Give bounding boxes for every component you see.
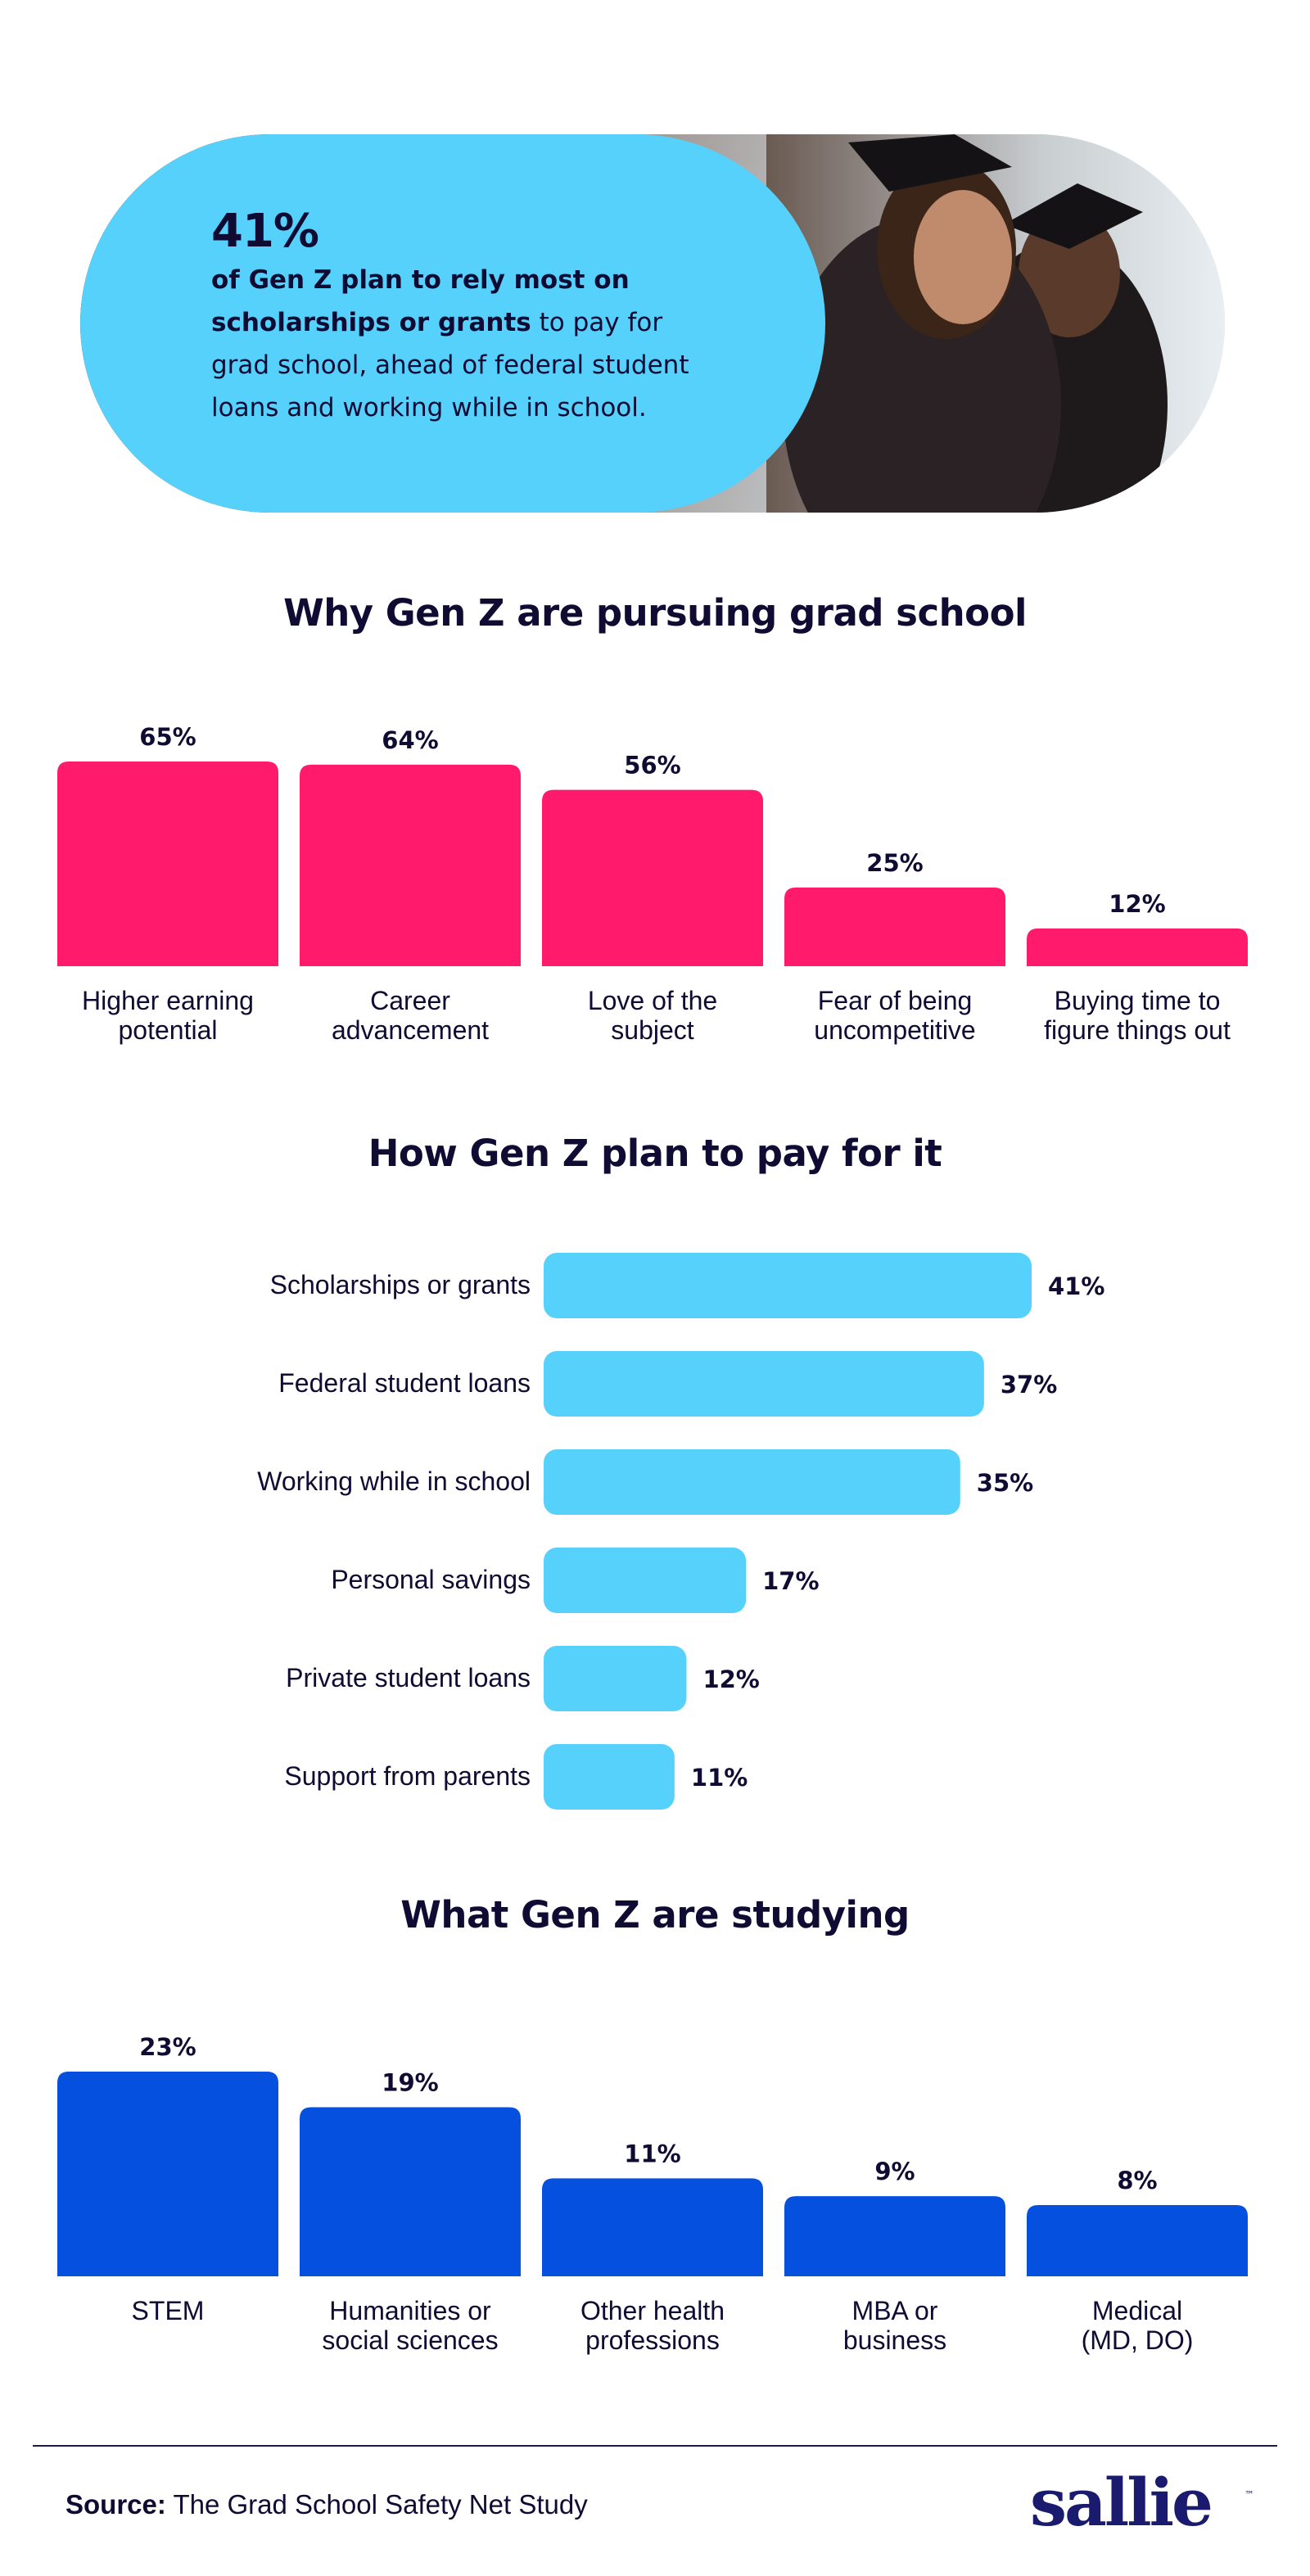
studying-value-label-4: 8% — [1117, 2167, 1157, 2194]
reasons-bar-0 — [57, 762, 278, 966]
payment-value-label-2: 35% — [977, 1469, 1033, 1497]
payment-bar-4 — [544, 1646, 687, 1711]
studying-bar-2 — [542, 2178, 763, 2276]
payment-bar-chart: Scholarships or grants Federal student lo… — [0, 1245, 1310, 1834]
payment-bar-3 — [544, 1548, 747, 1613]
reasons-category-label-0: Higher earning potential — [57, 986, 278, 1045]
chart-title-payment: How Gen Z plan to pay for it — [368, 1132, 942, 1175]
reasons-bar-3 — [784, 887, 1005, 966]
reasons-category-label-2: Love of the subject — [542, 986, 763, 1045]
reasons-category-line: Fear of being — [817, 986, 973, 1015]
hero-stat: 41% — [211, 205, 319, 258]
reasons-category-line: uncompetitive — [814, 1015, 976, 1045]
reasons-category-line: Love of the — [587, 986, 718, 1015]
studying-category-line: Medical — [1091, 2296, 1183, 2325]
reasons-bars: 65% 64% 56% 25% 12% — [57, 723, 1248, 966]
payment-category-label-5: Support from parents — [284, 1761, 531, 1791]
studying-bar-3 — [784, 2196, 1005, 2276]
chart-title-studying: What Gen Z are studying — [400, 1893, 910, 1937]
payment-value-label-1: 37% — [1001, 1371, 1057, 1399]
studying-category-label-2: Other health professions — [542, 2296, 763, 2355]
studying-value-label-3: 9% — [874, 2158, 915, 2185]
reasons-category-line: advancement — [331, 1015, 490, 1045]
studying-category-line: MBA or — [852, 2296, 938, 2325]
hero-banner: 41% of Gen Z plan to rely most on schola… — [80, 134, 1225, 513]
studying-category-label-4: Medical (MD, DO) — [1027, 2296, 1248, 2355]
payment-value-label-5: 11% — [691, 1764, 748, 1792]
studying-category-line: professions — [585, 2325, 720, 2355]
hero-description: of Gen Z plan to rely most on scholarshi… — [211, 259, 719, 429]
reasons-bar-1 — [300, 764, 521, 966]
reasons-value-label-1: 64% — [382, 726, 438, 754]
studying-value-label-0: 23% — [139, 2033, 196, 2061]
studying-category-label-0: STEM — [57, 2296, 278, 2325]
studying-bar-chart: 23% 19% 11% 9% 8% STEM Humanities or social sci… — [0, 1998, 1310, 2375]
payment-bar-1 — [544, 1351, 984, 1417]
payment-bars: 41% 37% 35% 17% 12% 11% — [544, 1253, 1104, 1810]
payment-value-label-0: 41% — [1048, 1272, 1104, 1300]
source-label: Source: — [66, 2489, 166, 2520]
reasons-value-label-4: 12% — [1109, 890, 1165, 918]
payment-bar-0 — [544, 1253, 1032, 1318]
studying-category-line: business — [842, 2325, 947, 2355]
reasons-bar-4 — [1027, 928, 1248, 966]
studying-category-line: Humanities or — [329, 2296, 491, 2325]
studying-category-line: STEM — [131, 2296, 205, 2325]
studying-category-label-3: MBA or business — [784, 2296, 1005, 2355]
payment-category-label-3: Personal savings — [331, 1565, 531, 1594]
payment-category-label-4: Private student loans — [286, 1663, 531, 1692]
reasons-bar-chart: 65% 64% 56% 25% 12% Higher earning potential Ca… — [0, 688, 1310, 1064]
reasons-category-line: Buying time to — [1054, 986, 1221, 1015]
reasons-bar-2 — [542, 789, 763, 966]
reasons-category-label-1: Career advancement — [300, 986, 521, 1045]
studying-value-label-1: 19% — [382, 2068, 438, 2096]
reasons-category-line: Higher earning — [82, 986, 254, 1015]
reasons-category-line: subject — [611, 1015, 694, 1045]
reasons-category-line: figure things out — [1044, 1015, 1231, 1045]
reasons-value-label-3: 25% — [866, 849, 923, 877]
payment-value-label-3: 17% — [762, 1567, 819, 1595]
reasons-category-label-3: Fear of being uncompetitive — [784, 986, 1005, 1045]
studying-value-label-2: 11% — [624, 2140, 680, 2167]
footer-divider — [33, 2445, 1277, 2447]
studying-bars: 23% 19% 11% 9% 8% — [57, 2033, 1248, 2276]
reasons-category-line: potential — [118, 1015, 218, 1045]
reasons-value-label-2: 56% — [624, 752, 680, 780]
reasons-category-label-4: Buying time to figure things out — [1027, 986, 1248, 1045]
payment-bar-5 — [544, 1744, 675, 1810]
payment-bar-2 — [544, 1449, 960, 1515]
sallie-logo: sallie — [1030, 2464, 1213, 2541]
chart-title-reasons: Why Gen Z are pursuing grad school — [283, 591, 1027, 635]
hero-text: 41% of Gen Z plan to rely most on schola… — [211, 205, 719, 429]
studying-category-line: Other health — [580, 2296, 725, 2325]
payment-value-label-4: 12% — [702, 1665, 759, 1693]
payment-category-label-2: Working while in school — [257, 1467, 531, 1496]
graduates-photo — [766, 134, 1225, 513]
studying-category-line: (MD, DO) — [1081, 2325, 1194, 2355]
reasons-value-label-0: 65% — [139, 723, 196, 751]
hero-highlight — [80, 134, 825, 513]
payment-category-label-1: Federal student loans — [278, 1368, 531, 1398]
studying-bar-4 — [1027, 2205, 1248, 2276]
hero-description-bold: of Gen Z plan to rely most on scholarshi… — [211, 265, 630, 337]
studying-bar-0 — [57, 2072, 278, 2276]
hero-description-rest: to pay for grad school, ahead of federal… — [211, 308, 689, 423]
reasons-category-line: Career — [370, 986, 450, 1015]
logo-trademark: ™ — [1244, 2489, 1254, 2501]
source-note: Source: The Grad School Safety Net Study — [66, 2489, 588, 2520]
studying-bar-1 — [300, 2107, 521, 2276]
studying-category-label-1: Humanities or social sciences — [300, 2296, 521, 2355]
source-text: The Grad School Safety Net Study — [165, 2489, 588, 2520]
payment-category-label-0: Scholarships or grants — [269, 1270, 531, 1299]
studying-category-line: social sciences — [322, 2325, 499, 2355]
